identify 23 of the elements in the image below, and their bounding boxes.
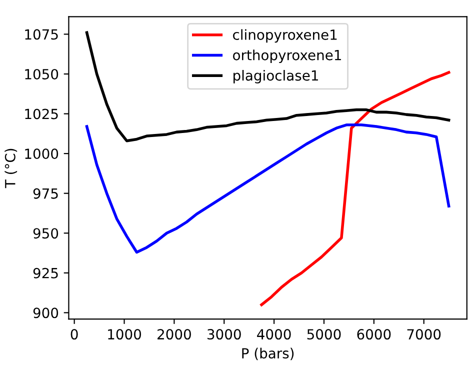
- y-tick-label: 1025: [25, 108, 58, 120]
- x-tick-label: 1000: [108, 329, 142, 340]
- x-tick-label: 5000: [307, 329, 341, 340]
- x-tick-label: 7000: [407, 329, 441, 340]
- legend-label: clinopyroxene1: [233, 29, 337, 43]
- y-tick-label: 925: [33, 268, 58, 278]
- legend-label: plagioclase1: [234, 70, 318, 84]
- x-axis-title: P (bars): [242, 348, 294, 360]
- x-tick-label: 0: [70, 329, 78, 340]
- y-tick-label: 1000: [25, 148, 58, 160]
- y-tick-label: 950: [33, 228, 58, 239]
- x-tick-label: 3000: [208, 329, 241, 340]
- x-tick-label: 6000: [357, 329, 391, 340]
- legend-label: orthopyroxene1: [233, 50, 341, 64]
- line-series: [85, 31, 450, 142]
- x-tick-label: 4000: [257, 329, 291, 340]
- y-axis-title: T (°C): [4, 148, 18, 188]
- y-tick-label: 900: [33, 308, 58, 318]
- y-tick-label: 1075: [25, 29, 58, 40]
- y-tick-label: 975: [33, 188, 58, 199]
- line-series: [85, 124, 450, 254]
- y-tick-label: 1050: [25, 68, 58, 80]
- x-tick-label: 2000: [158, 329, 191, 340]
